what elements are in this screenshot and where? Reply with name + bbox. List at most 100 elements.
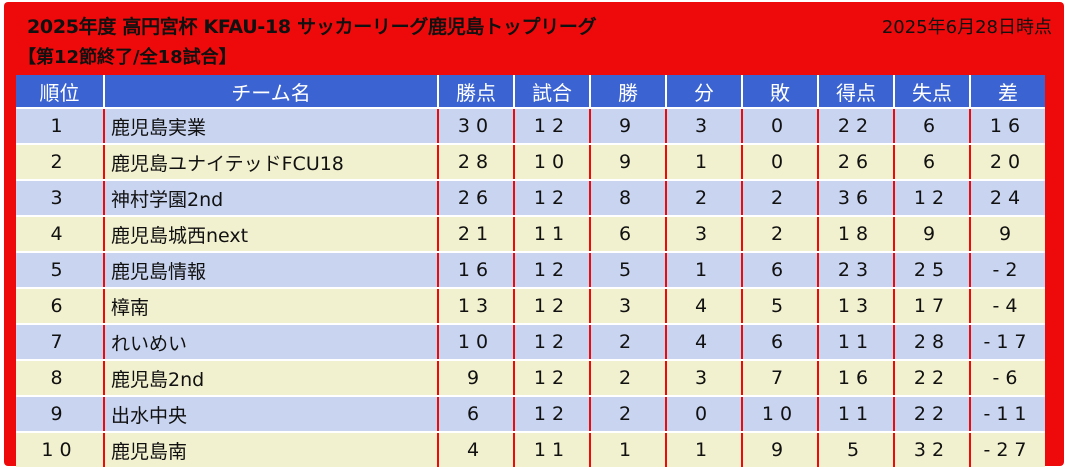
won-cell: 2 (590, 360, 667, 397)
played-cell: 12 (514, 396, 591, 433)
lost-cell: 5 (742, 288, 819, 325)
lost-cell: 6 (742, 252, 819, 289)
goals-for-cell: 16 (818, 360, 895, 397)
goals-for-cell: 11 (818, 396, 895, 433)
team-cell: 鹿児島情報 (104, 252, 439, 289)
played-cell: 12 (514, 180, 591, 217)
lost-cell: 0 (742, 144, 819, 181)
goals-against-cell: 6 (894, 144, 971, 181)
col-header-rank: 順位 (16, 75, 105, 109)
rank-cell: 8 (16, 360, 105, 397)
rank-cell: 1 (16, 108, 105, 145)
points-cell: 9 (438, 360, 515, 397)
rank-cell: 6 (16, 288, 105, 325)
standings-body: 1 鹿児島実業 30 12 9 3 0 22 6 16 2 鹿児島ユナイテッドFCU18 28 10 9 1 0… (16, 108, 1045, 469)
goals-against-cell: 32 (894, 432, 971, 469)
team-cell: 鹿児島城西next (104, 216, 439, 253)
table-row: 1 鹿児島実業 30 12 9 3 0 22 6 16 (16, 108, 1045, 145)
won-cell: 3 (590, 288, 667, 325)
goal-diff-cell: -2 (970, 252, 1045, 289)
points-cell: 4 (438, 432, 515, 469)
points-cell: 28 (438, 144, 515, 181)
lost-cell: 10 (742, 396, 819, 433)
table-row: 10 鹿児島南 4 11 1 1 9 5 32 -27 (16, 432, 1045, 469)
round-info: 【第12節終了/全18試合】 (18, 47, 237, 68)
team-cell: 神村学園2nd (104, 180, 439, 217)
table-row: 8 鹿児島2nd 9 12 2 3 7 16 22 -6 (16, 360, 1045, 397)
team-cell: 鹿児島ユナイテッドFCU18 (104, 144, 439, 181)
as-of-date: 2025年6月28日時点 (881, 17, 1052, 38)
page-title: 2025年度 高円宮杯 KFAU-18 サッカーリーグ鹿児島トップリーグ (27, 16, 597, 38)
points-cell: 6 (438, 396, 515, 433)
col-header-goal-diff: 差 (970, 75, 1045, 109)
col-header-played: 試合 (514, 75, 591, 109)
goal-diff-cell: 9 (970, 216, 1045, 253)
won-cell: 5 (590, 252, 667, 289)
goals-for-cell: 5 (818, 432, 895, 469)
won-cell: 9 (590, 144, 667, 181)
points-cell: 21 (438, 216, 515, 253)
rank-cell: 3 (16, 180, 105, 217)
points-cell: 10 (438, 324, 515, 361)
team-cell: 樟南 (104, 288, 439, 325)
goals-for-cell: 22 (818, 108, 895, 145)
goal-diff-cell: -6 (970, 360, 1045, 397)
won-cell: 6 (590, 216, 667, 253)
goal-diff-cell: -27 (970, 432, 1045, 469)
team-cell: 鹿児島南 (104, 432, 439, 469)
table-row: 2 鹿児島ユナイテッドFCU18 28 10 9 1 0 26 6 20 (16, 144, 1045, 181)
won-cell: 9 (590, 108, 667, 145)
played-cell: 12 (514, 108, 591, 145)
table-row: 7 れいめい 10 12 2 4 6 11 28 -17 (16, 324, 1045, 361)
played-cell: 12 (514, 288, 591, 325)
points-cell: 30 (438, 108, 515, 145)
points-cell: 13 (438, 288, 515, 325)
rank-cell: 4 (16, 216, 105, 253)
goals-against-cell: 17 (894, 288, 971, 325)
goal-diff-cell: 20 (970, 144, 1045, 181)
goals-for-cell: 11 (818, 324, 895, 361)
col-header-points: 勝点 (438, 75, 515, 109)
team-cell: 鹿児島2nd (104, 360, 439, 397)
team-cell: 出水中央 (104, 396, 439, 433)
col-header-goals-for: 得点 (818, 75, 895, 109)
rank-cell: 5 (16, 252, 105, 289)
drawn-cell: 3 (666, 108, 743, 145)
goals-against-cell: 25 (894, 252, 971, 289)
goals-against-cell: 6 (894, 108, 971, 145)
drawn-cell: 3 (666, 360, 743, 397)
played-cell: 12 (514, 360, 591, 397)
rank-cell: 10 (16, 432, 105, 469)
drawn-cell: 2 (666, 180, 743, 217)
goals-against-cell: 28 (894, 324, 971, 361)
table-row: 3 神村学園2nd 26 12 8 2 2 36 12 24 (16, 180, 1045, 217)
standings-table: 順位 チーム名 勝点 試合 勝 分 敗 得点 失点 差 1 鹿児島実業 30 12 9 3… (16, 75, 1045, 469)
table-header-row: 順位 チーム名 勝点 試合 勝 分 敗 得点 失点 差 (16, 75, 1045, 109)
played-cell: 11 (514, 432, 591, 469)
goal-diff-cell: -11 (970, 396, 1045, 433)
lost-cell: 0 (742, 108, 819, 145)
table-row: 5 鹿児島情報 16 12 5 1 6 23 25 -2 (16, 252, 1045, 289)
goals-against-cell: 22 (894, 396, 971, 433)
won-cell: 2 (590, 396, 667, 433)
rank-cell: 7 (16, 324, 105, 361)
rank-cell: 2 (16, 144, 105, 181)
played-cell: 11 (514, 216, 591, 253)
lost-cell: 2 (742, 180, 819, 217)
goal-diff-cell: -4 (970, 288, 1045, 325)
goals-for-cell: 26 (818, 144, 895, 181)
col-header-drawn: 分 (666, 75, 743, 109)
won-cell: 1 (590, 432, 667, 469)
lost-cell: 2 (742, 216, 819, 253)
points-cell: 16 (438, 252, 515, 289)
goal-diff-cell: 16 (970, 108, 1045, 145)
goal-diff-cell: 24 (970, 180, 1045, 217)
drawn-cell: 0 (666, 396, 743, 433)
lost-cell: 7 (742, 360, 819, 397)
lost-cell: 9 (742, 432, 819, 469)
drawn-cell: 4 (666, 324, 743, 361)
team-cell: れいめい (104, 324, 439, 361)
played-cell: 12 (514, 324, 591, 361)
goals-against-cell: 12 (894, 180, 971, 217)
col-header-won: 勝 (590, 75, 667, 109)
